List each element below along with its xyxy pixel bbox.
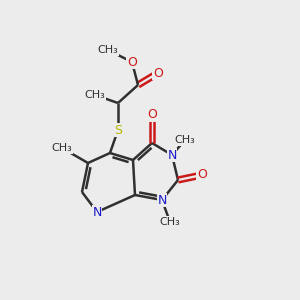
Text: CH₃: CH₃	[160, 217, 180, 227]
Text: CH₃: CH₃	[85, 90, 105, 100]
Text: CH₃: CH₃	[98, 45, 118, 55]
Text: CH₃: CH₃	[52, 143, 72, 153]
Text: N: N	[167, 148, 177, 161]
Text: O: O	[153, 67, 163, 80]
Text: N: N	[157, 194, 167, 206]
Text: N: N	[92, 206, 102, 218]
Text: O: O	[197, 169, 207, 182]
Text: S: S	[114, 124, 122, 136]
Text: CH₃: CH₃	[175, 135, 195, 145]
Text: O: O	[147, 109, 157, 122]
Text: O: O	[127, 56, 137, 68]
